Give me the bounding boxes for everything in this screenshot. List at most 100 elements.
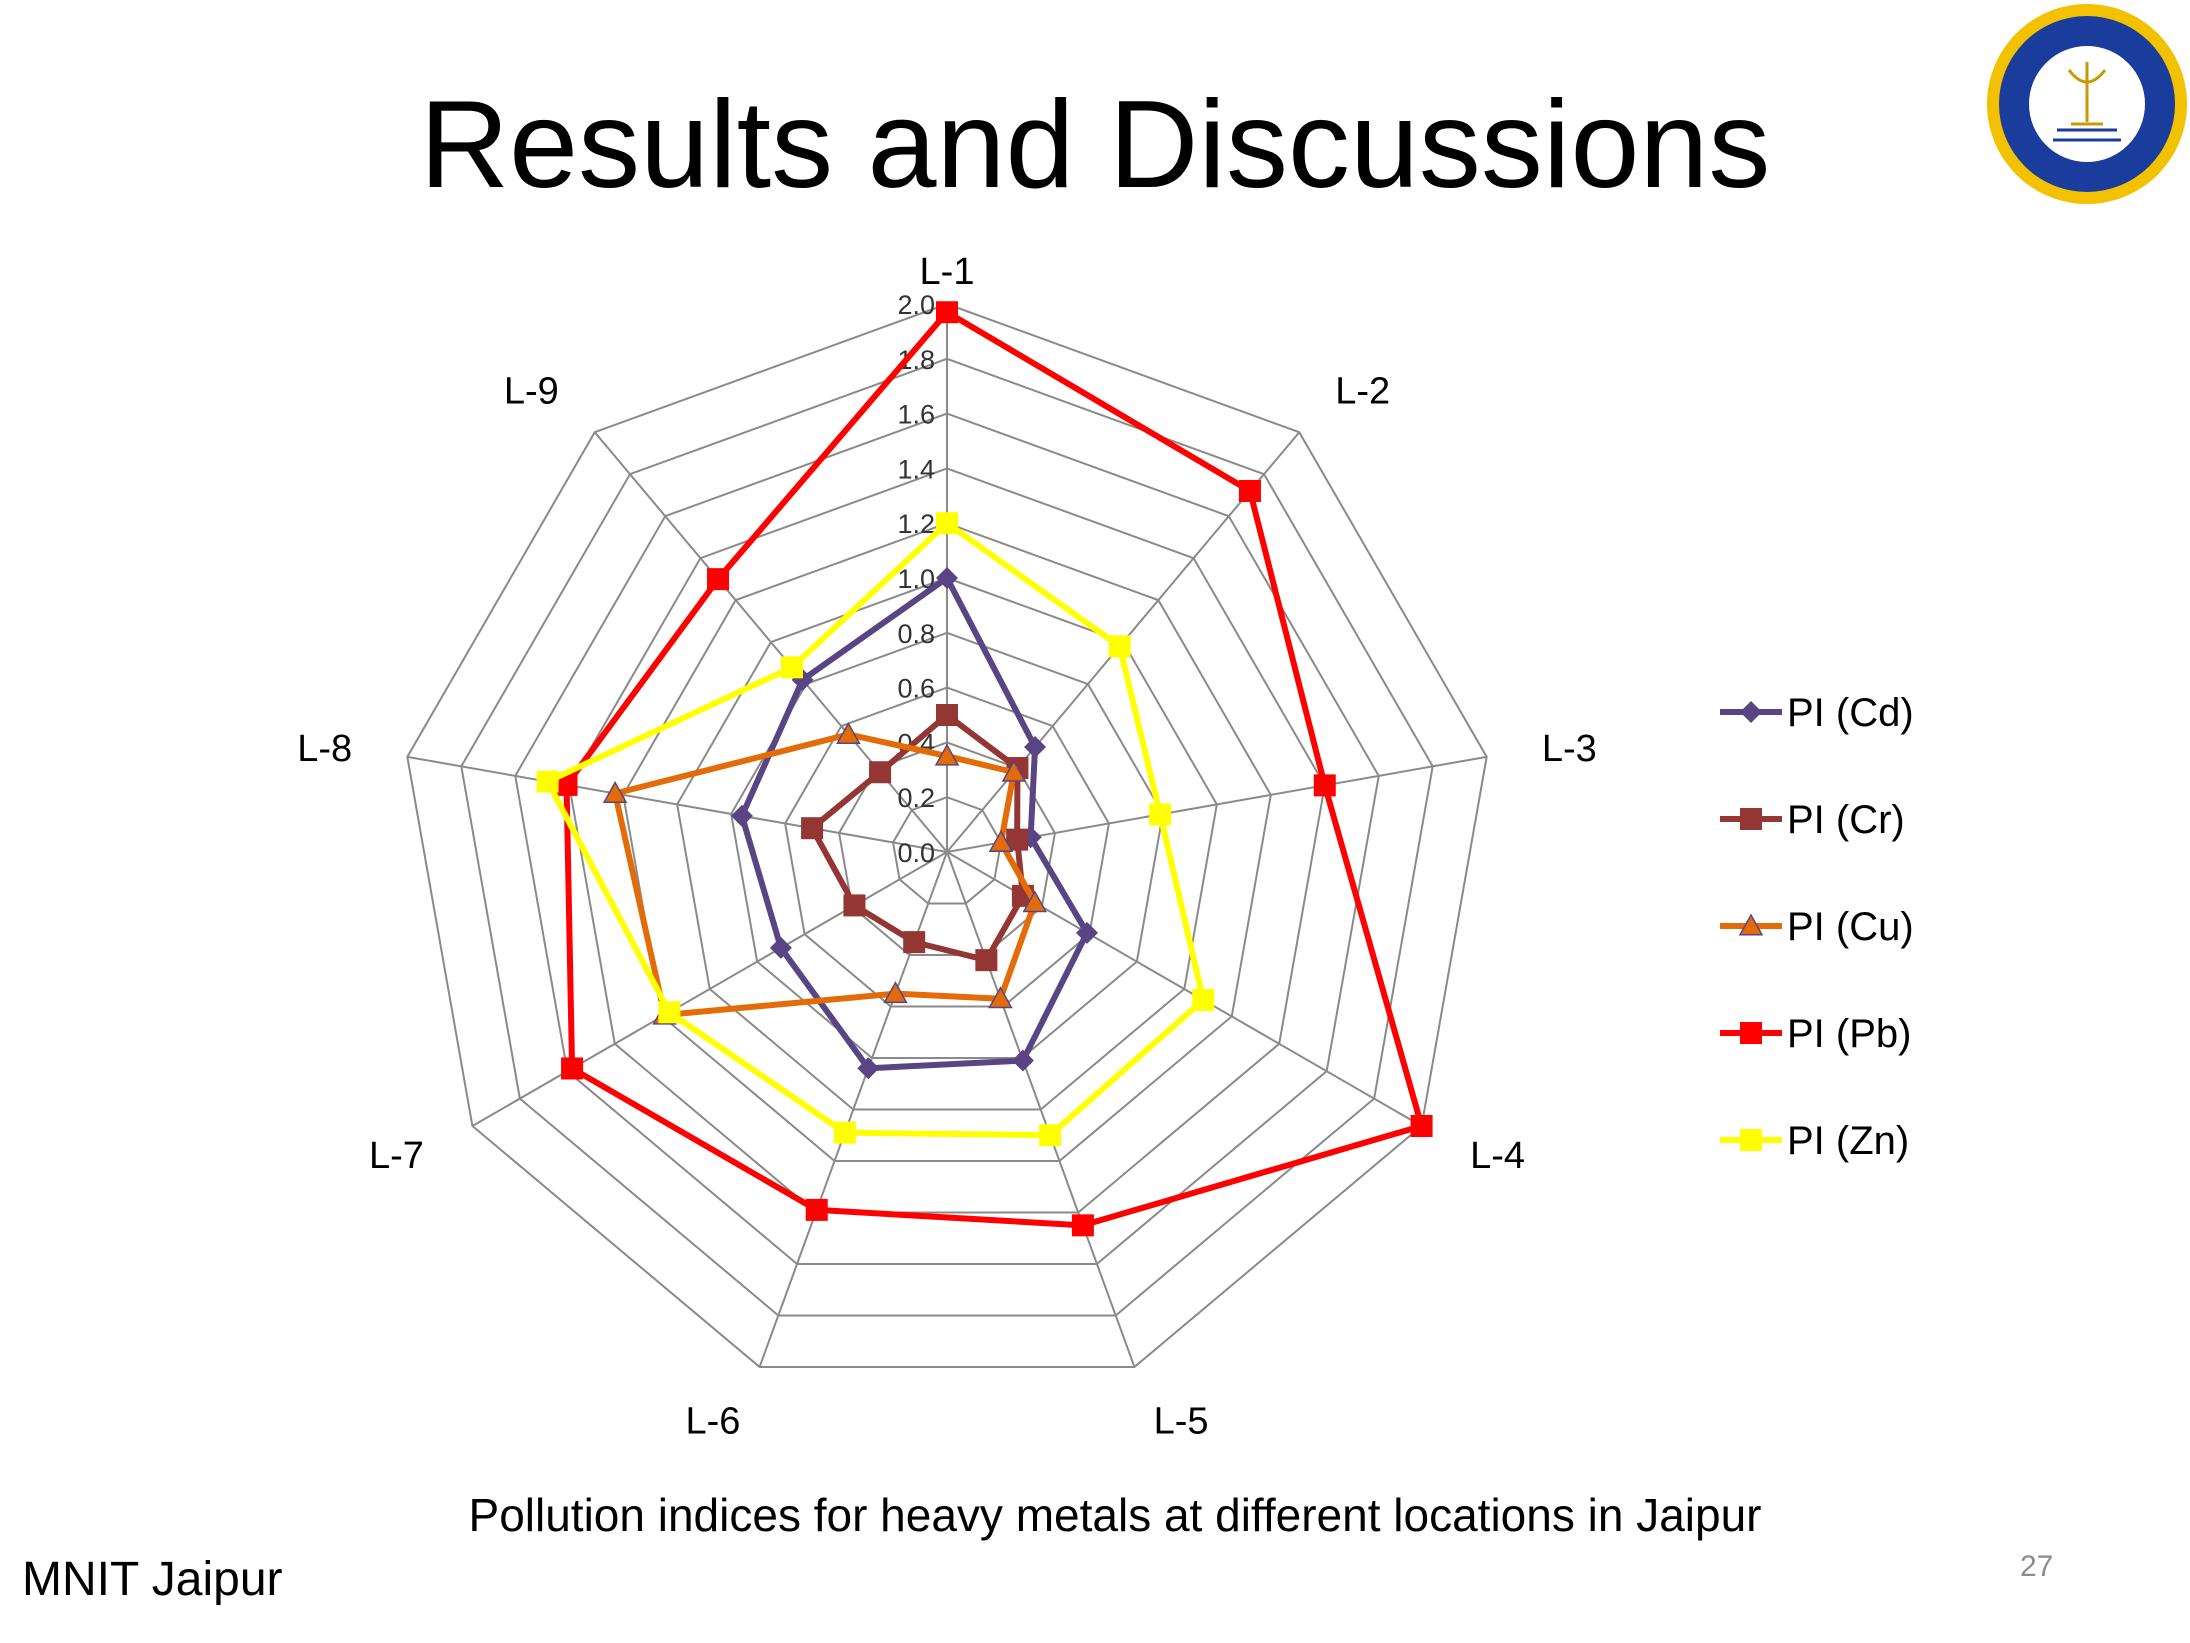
tick-label: 0.8	[897, 619, 935, 649]
logo-emblem-icon	[2053, 62, 2121, 142]
grid-ring	[891, 796, 1003, 905]
series-line	[738, 575, 1091, 1072]
data-point	[1149, 803, 1172, 826]
grid-ring	[784, 686, 1110, 1008]
data-point	[1006, 828, 1029, 851]
tick-label: 1.2	[897, 509, 935, 539]
data-point	[769, 936, 792, 959]
figure-caption: Pollution indices for heavy metals at di…	[468, 1489, 1762, 1541]
grid-ring	[514, 412, 1380, 1265]
data-point	[903, 931, 926, 954]
legend-label: PI (Cu)	[1787, 905, 1914, 949]
data-point	[836, 721, 861, 745]
tick-label: 1.6	[897, 400, 935, 430]
tick-label: 1.4	[897, 454, 935, 484]
data-point	[730, 804, 753, 827]
legend-item: PI (Zn)	[1720, 1119, 1909, 1163]
data-point	[1738, 913, 1764, 936]
slide-title: Results and Discussions	[419, 76, 1771, 214]
data-point	[1108, 635, 1131, 658]
category-label: L-3	[1542, 728, 1597, 770]
data-point	[1313, 774, 1336, 797]
category-label: L-7	[369, 1135, 424, 1177]
data-point	[936, 704, 958, 726]
category-label: L-8	[297, 728, 352, 770]
data-point	[658, 1001, 681, 1024]
category-labels: L-1 L-2 L-3 L-4 L-5 L-6 L-7 L-8 L-9	[297, 251, 1596, 1443]
footer-institution: MNIT Jaipur	[22, 1553, 283, 1606]
series-line	[563, 309, 1425, 1229]
legend-item: PI (Cd)	[1720, 691, 1914, 735]
tick-label: 0.6	[897, 674, 935, 704]
grid-ring	[838, 741, 1056, 956]
data-point	[1024, 736, 1047, 759]
grid-spoke	[471, 851, 948, 1127]
grid-spoke	[946, 851, 1136, 1368]
series-line	[544, 520, 1207, 1139]
category-label: L-2	[1335, 370, 1390, 412]
data-point	[936, 512, 958, 535]
data-point	[975, 949, 998, 972]
data-point	[869, 761, 892, 784]
data-point	[1410, 1115, 1433, 1137]
category-label: L-1	[920, 251, 975, 293]
data-point	[1740, 701, 1762, 723]
category-label: L-4	[1470, 1135, 1525, 1177]
data-point	[936, 567, 958, 589]
legend-label: PI (Pb)	[1787, 1012, 1911, 1056]
series-line	[809, 712, 1026, 964]
data-point	[1076, 921, 1099, 944]
category-label: L-5	[1154, 1401, 1209, 1443]
data-point	[843, 894, 866, 917]
data-point	[781, 656, 804, 679]
data-point	[1019, 826, 1042, 849]
data-point	[988, 829, 1014, 853]
data-point	[1039, 1124, 1062, 1147]
data-point	[1011, 1049, 1034, 1072]
data-point	[1740, 1022, 1762, 1044]
data-point	[602, 780, 628, 804]
grid-ring	[676, 576, 1218, 1111]
data-point	[1022, 890, 1048, 913]
data-point	[1192, 988, 1215, 1011]
radial-axis-ticks: 0.00.20.40.60.81.01.21.41.61.82.0	[897, 290, 935, 868]
series-layer	[536, 301, 1433, 1237]
series-line	[612, 731, 1038, 1019]
data-point	[1001, 759, 1027, 782]
data-point	[883, 981, 908, 1004]
tick-label: 0.2	[897, 783, 935, 813]
legend-label: PI (Cr)	[1787, 798, 1905, 842]
data-point	[833, 1121, 856, 1144]
grid-spoke	[407, 755, 948, 853]
institute-logo	[1987, 4, 2187, 204]
data-point	[1740, 808, 1762, 830]
data-point	[561, 1057, 584, 1080]
legend-item: PI (Cu)	[1720, 905, 1914, 949]
grid-ring	[568, 467, 1326, 1214]
data-point	[805, 1198, 828, 1221]
data-point	[936, 301, 958, 324]
data-point	[1071, 1214, 1094, 1237]
legend-item: PI (Pb)	[1720, 1012, 1911, 1056]
data-point	[988, 986, 1013, 1009]
grid-ring	[406, 302, 1488, 1368]
data-point	[857, 1057, 880, 1080]
data-point	[1740, 1129, 1762, 1151]
grid-ring	[622, 522, 1272, 1162]
tick-label: 2.0	[897, 290, 935, 320]
data-point	[555, 773, 578, 796]
tick-label: 0.0	[897, 838, 935, 868]
data-point	[707, 568, 730, 591]
grid-spoke	[593, 431, 948, 853]
data-point	[801, 817, 824, 840]
legend-label: PI (Cd)	[1787, 691, 1914, 735]
slide-number: 27	[2020, 1550, 2054, 1583]
legend: PI (Cd) PI (Cr) PI (Cu) PI (Pb) PI (Zn)	[1720, 691, 1914, 1163]
grid-ring	[460, 357, 1434, 1317]
data-point	[934, 743, 960, 766]
category-label: L-9	[504, 370, 559, 412]
data-point	[536, 770, 559, 793]
data-point	[1238, 479, 1261, 502]
legend-label: PI (Zn)	[1787, 1119, 1909, 1163]
